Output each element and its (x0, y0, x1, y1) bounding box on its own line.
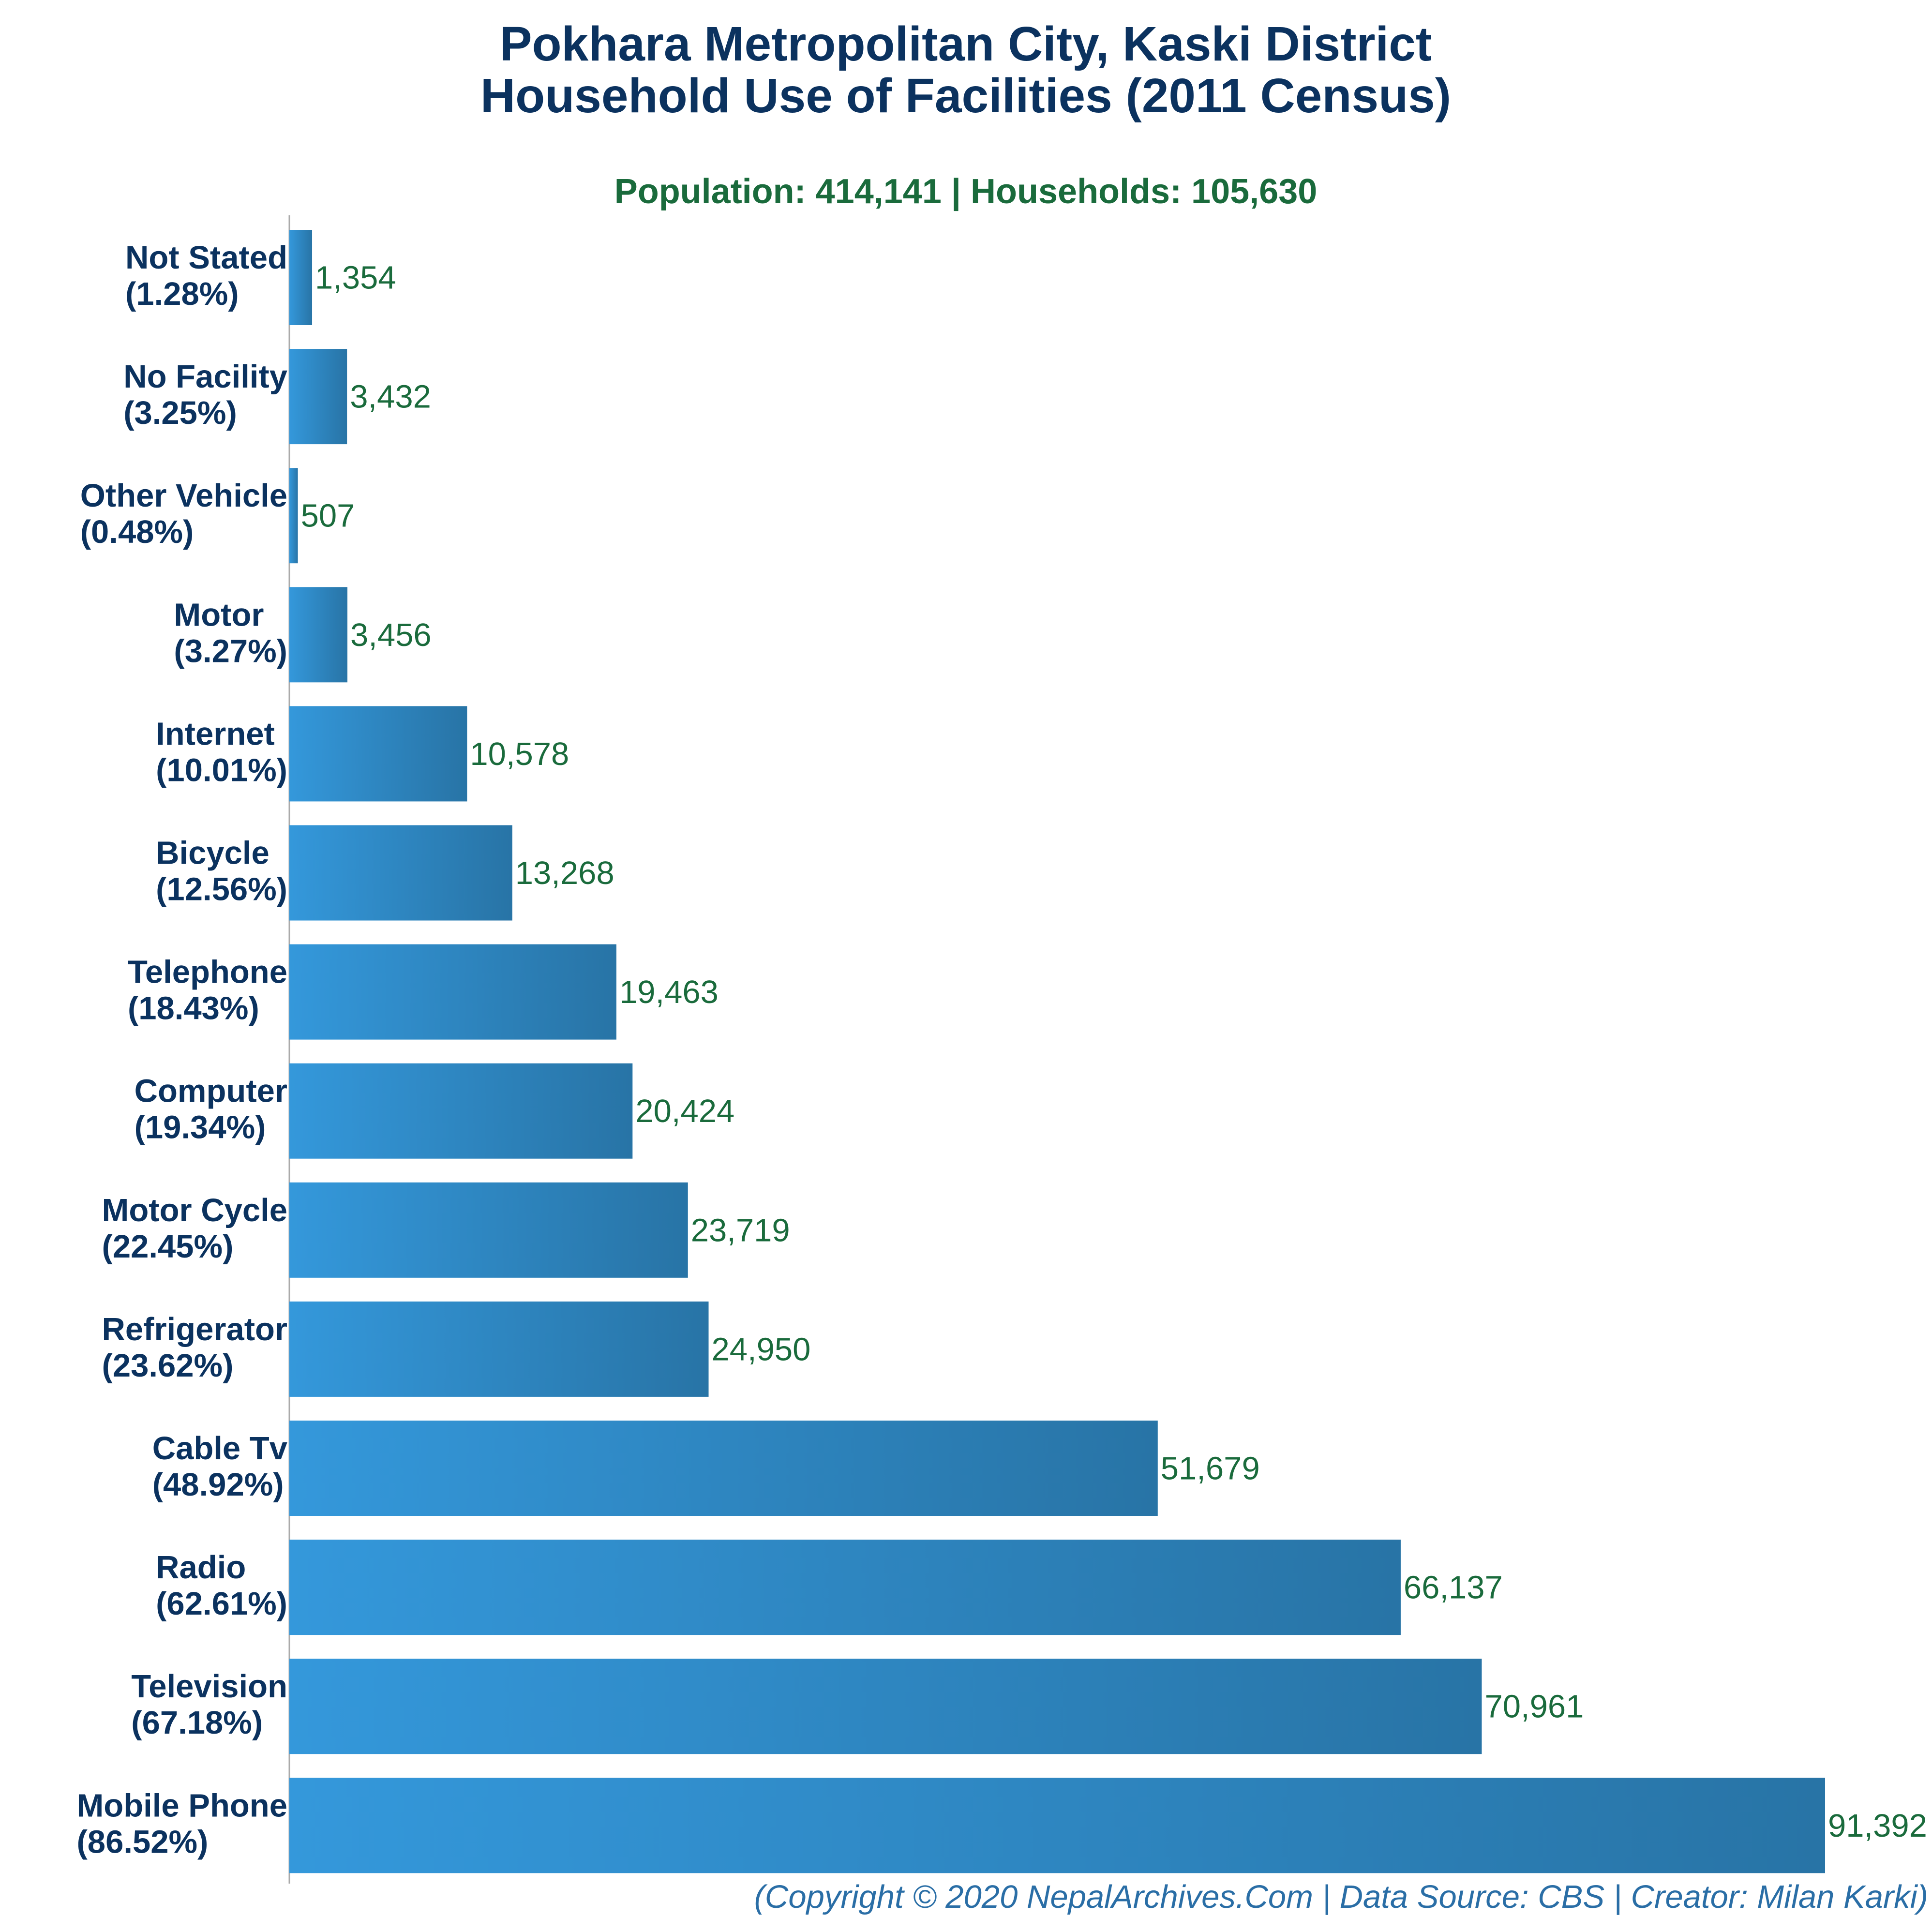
bar (289, 825, 512, 921)
value-label: 3,432 (350, 379, 431, 415)
category-label: Mobile Phone (86.52%) (77, 1787, 288, 1860)
category-label: No Facility (3.25%) (123, 359, 287, 431)
chart-footer: (Copyright © 2020 NepalArchives.Com | Da… (754, 1879, 1928, 1916)
category-label: Television (67.18%) (131, 1668, 287, 1741)
bar (289, 1063, 633, 1159)
category-name: Cable Tv (152, 1430, 287, 1467)
category-name: Internet (156, 716, 275, 752)
category-label: Motor Cycle (22.45%) (102, 1192, 287, 1265)
category-percent: (10.01%) (156, 752, 287, 788)
category-label: Computer (19.34%) (135, 1073, 287, 1146)
chart-subtitle: Population: 414,141 | Households: 105,63… (614, 172, 1318, 211)
value-labels-group: 1,354 3,432 507 3,456 10,578 13,268 19,463 20,4… (301, 260, 1927, 1844)
category-label: Bicycle (12.56%) (156, 835, 287, 908)
value-label: 19,463 (619, 974, 719, 1010)
category-percent: (62.61%) (156, 1586, 287, 1622)
bar (289, 468, 298, 564)
value-label: 507 (301, 498, 355, 534)
bars-group (289, 230, 1825, 1873)
chart-title-line2: Household Use of Facilities (2011 Census… (480, 69, 1451, 123)
category-name: Motor Cycle (102, 1192, 287, 1228)
category-name: Other Vehicle (80, 478, 287, 514)
category-percent: (19.34%) (135, 1109, 266, 1146)
category-label: Cable Tv (48.92%) (152, 1430, 287, 1503)
category-name: No Facility (123, 359, 287, 395)
category-percent: (67.18%) (131, 1705, 263, 1741)
category-label: Not Stated (1.28%) (125, 240, 287, 312)
value-label: 1,354 (315, 260, 396, 296)
category-labels-group: Not Stated (1.28%) No Facility (3.25%) Other… (77, 240, 288, 1860)
category-name: Mobile Phone (77, 1787, 288, 1824)
category-percent: (3.27%) (174, 633, 287, 669)
category-label: Radio (62.61%) (156, 1549, 287, 1622)
category-name: Motor (174, 597, 264, 633)
bar (289, 587, 348, 683)
value-label: 23,719 (691, 1212, 790, 1248)
category-percent: (48.92%) (152, 1467, 284, 1503)
category-percent: (23.62%) (102, 1348, 234, 1384)
value-label: 51,679 (1161, 1451, 1260, 1487)
category-percent: (86.52%) (77, 1824, 209, 1860)
category-percent: (1.28%) (125, 276, 239, 312)
category-name: Refrigerator (102, 1311, 287, 1348)
bar (289, 230, 313, 325)
bar (289, 1659, 1482, 1754)
value-label: 66,137 (1404, 1570, 1503, 1606)
value-label: 70,961 (1484, 1689, 1584, 1725)
category-name: Bicycle (156, 835, 270, 871)
category-label: Refrigerator (23.62%) (102, 1311, 287, 1384)
bar (289, 1301, 709, 1397)
bar (289, 1778, 1825, 1873)
value-label: 10,578 (470, 736, 569, 772)
bar (289, 944, 616, 1040)
category-label: Other Vehicle (0.48%) (80, 478, 287, 550)
bar (289, 1182, 688, 1278)
bar (289, 1421, 1158, 1516)
category-label: Telephone (18.43%) (128, 954, 287, 1027)
category-percent: (3.25%) (123, 395, 237, 431)
bar (289, 706, 467, 802)
bar (289, 1540, 1401, 1635)
category-label: Motor (3.27%) (174, 597, 287, 669)
category-name: Television (131, 1668, 287, 1705)
value-label: 13,268 (515, 855, 614, 891)
value-label: 91,392 (1828, 1808, 1927, 1844)
category-name: Telephone (128, 954, 287, 990)
category-percent: (0.48%) (80, 514, 194, 550)
value-label: 3,456 (350, 617, 432, 653)
value-label: 20,424 (635, 1093, 734, 1129)
bar (289, 349, 347, 445)
category-percent: (18.43%) (128, 990, 259, 1027)
category-percent: (12.56%) (156, 871, 287, 908)
category-label: Internet (10.01%) (156, 716, 287, 788)
chart-title: Pokhara Metropolitan City, Kaski Distric… (500, 17, 1432, 71)
category-name: Computer (135, 1073, 287, 1109)
category-percent: (22.45%) (102, 1228, 234, 1265)
category-name: Radio (156, 1549, 246, 1586)
value-label: 24,950 (712, 1331, 811, 1367)
category-name: Not Stated (125, 240, 287, 276)
